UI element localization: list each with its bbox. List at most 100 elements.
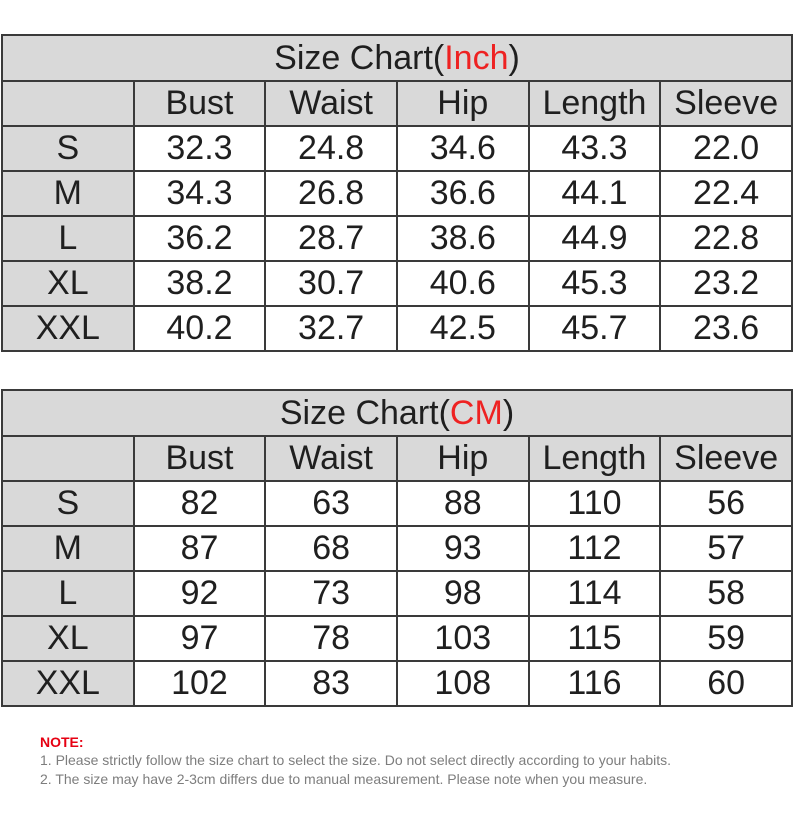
size-label-m: M — [1, 525, 135, 572]
data-cell: 24.8 — [264, 125, 398, 172]
size-label-l: L — [1, 570, 135, 617]
size-label-xxl: XXL — [1, 305, 135, 352]
table-row-s: S 82 63 88 110 56 — [1, 480, 793, 527]
data-cell: 45.3 — [527, 260, 662, 307]
column-header-sleeve: Sleeve — [659, 80, 793, 127]
data-cell: 23.6 — [659, 305, 793, 352]
data-cell: 73 — [264, 570, 398, 617]
data-cell: 92 — [132, 570, 267, 617]
data-cell: 22.8 — [659, 215, 793, 262]
data-cell: 68 — [264, 525, 398, 572]
column-header-waist: Waist — [264, 435, 398, 482]
cm-table-title: Size Chart(CM) — [1, 389, 793, 437]
column-header-bust: Bust — [132, 435, 267, 482]
data-cell: 102 — [132, 660, 267, 707]
size-label-xl: XL — [1, 615, 135, 662]
data-cell: 59 — [659, 615, 793, 662]
data-cell: 78 — [264, 615, 398, 662]
note-line-2: 2. The size may have 2-3cm differs due t… — [40, 771, 648, 787]
corner-empty-cell — [1, 80, 135, 127]
data-cell: 93 — [395, 525, 530, 572]
data-cell: 57 — [659, 525, 793, 572]
title-close-paren: ) — [508, 38, 520, 77]
data-cell: 22.4 — [659, 170, 793, 217]
size-label-xxl: XXL — [1, 660, 135, 707]
data-cell: 110 — [527, 480, 662, 527]
inch-table-header-row: Bust Waist Hip Length Sleeve — [1, 80, 793, 127]
data-cell: 108 — [395, 660, 530, 707]
table-row-xl: XL 38.2 30.7 40.6 45.3 23.2 — [1, 260, 793, 307]
note-line-1: 1. Please strictly follow the size chart… — [40, 752, 672, 768]
data-cell: 98 — [395, 570, 530, 617]
data-cell: 40.6 — [395, 260, 530, 307]
title-text: Size Chart( — [279, 393, 450, 432]
data-cell: 116 — [527, 660, 662, 707]
column-header-hip: Hip — [395, 80, 530, 127]
table-row-xl: XL 97 78 103 115 59 — [1, 615, 793, 662]
data-cell: 60 — [659, 660, 793, 707]
size-label-s: S — [1, 480, 135, 527]
size-chart-page: { "colors": { "header_bg": "#d9d9d9", "c… — [0, 34, 800, 834]
data-cell: 45.7 — [527, 305, 662, 352]
data-cell: 42.5 — [395, 305, 530, 352]
cm-table-title-row: Size Chart(CM) — [1, 389, 793, 437]
data-cell: 36.2 — [132, 215, 267, 262]
title-unit-cm: CM — [449, 393, 503, 432]
data-cell: 38.6 — [395, 215, 530, 262]
table-row-l: L 36.2 28.7 38.6 44.9 22.8 — [1, 215, 793, 262]
data-cell: 87 — [132, 525, 267, 572]
column-header-waist: Waist — [264, 80, 398, 127]
data-cell: 43.3 — [527, 125, 662, 172]
column-header-hip: Hip — [395, 435, 530, 482]
data-cell: 22.0 — [659, 125, 793, 172]
data-cell: 88 — [395, 480, 530, 527]
cm-table-header-row: Bust Waist Hip Length Sleeve — [1, 435, 793, 482]
data-cell: 40.2 — [132, 305, 267, 352]
note-heading: NOTE: — [40, 734, 84, 750]
size-label-s: S — [1, 125, 135, 172]
size-label-m: M — [1, 170, 135, 217]
column-header-sleeve: Sleeve — [659, 435, 793, 482]
data-cell: 44.9 — [527, 215, 662, 262]
data-cell: 114 — [527, 570, 662, 617]
data-cell: 32.3 — [132, 125, 267, 172]
table-row-m: M 34.3 26.8 36.6 44.1 22.4 — [1, 170, 793, 217]
table-row-xxl: XXL 102 83 108 116 60 — [1, 660, 793, 707]
data-cell: 58 — [659, 570, 793, 617]
corner-empty-cell — [1, 435, 135, 482]
data-cell: 82 — [132, 480, 267, 527]
data-cell: 44.1 — [527, 170, 662, 217]
data-cell: 112 — [527, 525, 662, 572]
column-header-length: Length — [527, 435, 662, 482]
data-cell: 103 — [395, 615, 530, 662]
inch-table-title-row: Size Chart(Inch) — [1, 34, 793, 82]
data-cell: 28.7 — [264, 215, 398, 262]
title-unit-inch: Inch — [444, 38, 509, 77]
table-row-xxl: XXL 40.2 32.7 42.5 45.7 23.6 — [1, 305, 793, 352]
size-label-xl: XL — [1, 260, 135, 307]
data-cell: 56 — [659, 480, 793, 527]
note-block: NOTE: 1. Please strictly follow the size… — [40, 733, 800, 789]
data-cell: 34.3 — [132, 170, 267, 217]
title-close-paren: ) — [502, 393, 515, 432]
table-row-m: M 87 68 93 112 57 — [1, 525, 793, 572]
data-cell: 23.2 — [659, 260, 793, 307]
data-cell: 63 — [264, 480, 398, 527]
data-cell: 34.6 — [395, 125, 530, 172]
table-row-s: S 32.3 24.8 34.6 43.3 22.0 — [1, 125, 793, 172]
size-chart-cm-table: Size Chart(CM) Bust Waist Hip Length Sle… — [1, 389, 793, 707]
data-cell: 97 — [132, 615, 267, 662]
data-cell: 38.2 — [132, 260, 267, 307]
column-header-length: Length — [527, 80, 662, 127]
data-cell: 30.7 — [264, 260, 398, 307]
size-label-l: L — [1, 215, 135, 262]
data-cell: 26.8 — [264, 170, 398, 217]
title-text: Size Chart( — [274, 38, 445, 77]
data-cell: 36.6 — [395, 170, 530, 217]
data-cell: 32.7 — [264, 305, 398, 352]
data-cell: 115 — [527, 615, 662, 662]
table-row-l: L 92 73 98 114 58 — [1, 570, 793, 617]
size-chart-inch-table: Size Chart(Inch) Bust Waist Hip Length S… — [1, 34, 793, 352]
inch-table-title: Size Chart(Inch) — [1, 34, 793, 82]
column-header-bust: Bust — [132, 80, 267, 127]
